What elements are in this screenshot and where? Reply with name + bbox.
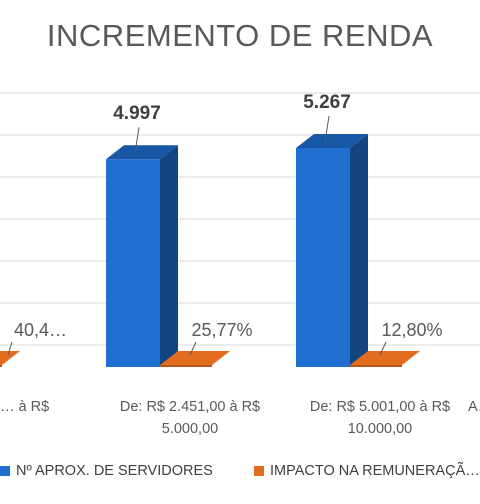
leader-line: [7, 341, 13, 356]
leader-line: [324, 115, 330, 143]
bar-impacto-front: [0, 365, 2, 367]
chart-title: INCREMENTO DE RENDA: [46, 18, 434, 53]
leader-line: [189, 341, 197, 356]
bar-servidores: [106, 159, 160, 367]
data-label-servidores: 4.997: [113, 103, 161, 124]
bar-group: [0, 134, 420, 367]
bar-servidores-side: [350, 134, 368, 367]
bar-impacto-front: [350, 365, 402, 367]
bar-impacto: [160, 351, 230, 365]
data-label-impacto: 12,80%: [381, 320, 442, 340]
leader-line: [134, 127, 140, 154]
bar-impacto: [0, 351, 20, 365]
legend-label: Nº APROX. DE SERVIDORES: [16, 463, 213, 479]
bar-servidores-side: [160, 145, 178, 367]
x-tick-label: … à R$: [0, 399, 49, 415]
x-tick-label: De: R$ 5.001,00 à R$ 10.000,00: [310, 399, 450, 437]
x-tick-label: A…: [468, 399, 480, 415]
legend-swatch-icon: [0, 466, 10, 476]
data-label-group: 40,4… 4.997 25,77% 5.267 12,80%: [7, 92, 443, 356]
data-label-impacto: 25,77%: [191, 320, 252, 340]
bar-servidores-top: [296, 134, 368, 148]
gridlines: [0, 92, 480, 346]
legend-swatch-icon: [254, 466, 264, 476]
bar-servidores-top: [106, 145, 178, 160]
leader-line: [379, 341, 387, 356]
x-tick-label: De: R$ 2.451,00 à R$ 5.000,00: [120, 399, 260, 437]
data-label-servidores: 5.267: [303, 92, 351, 113]
data-label-impacto: 40,4…: [14, 320, 67, 340]
bar-impacto-front: [160, 365, 212, 367]
x-tick-label-group: … à R$ De: R$ 2.451,00 à R$ 5.000,00 De: R$…: [0, 399, 480, 437]
bar-servidores: [296, 148, 350, 367]
legend-item-series-2: IMPACTO NA REMUNERAÇÃ…: [254, 459, 480, 483]
legend-label: IMPACTO NA REMUNERAÇÃ…: [270, 463, 480, 479]
bar-impacto: [350, 351, 420, 365]
legend-item-series-1: Nº APROX. DE SERVIDORES: [0, 459, 213, 483]
